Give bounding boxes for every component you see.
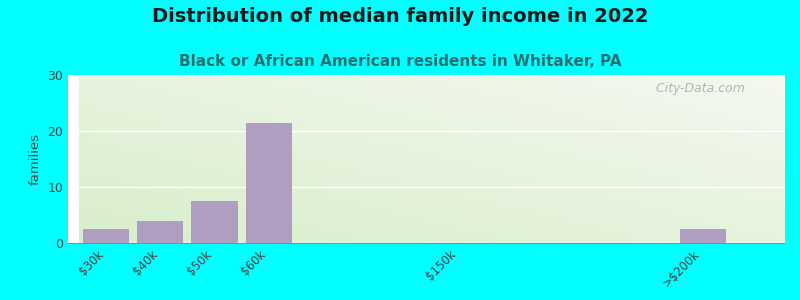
Bar <box>83 229 129 243</box>
Bar <box>191 201 238 243</box>
Bar <box>246 123 292 243</box>
Bar <box>679 229 726 243</box>
Text: Black or African American residents in Whitaker, PA: Black or African American residents in W… <box>178 54 622 69</box>
Bar <box>137 220 183 243</box>
Text: Distribution of median family income in 2022: Distribution of median family income in … <box>152 8 648 26</box>
Text: City-Data.com: City-Data.com <box>648 82 745 95</box>
Y-axis label: families: families <box>29 133 42 185</box>
